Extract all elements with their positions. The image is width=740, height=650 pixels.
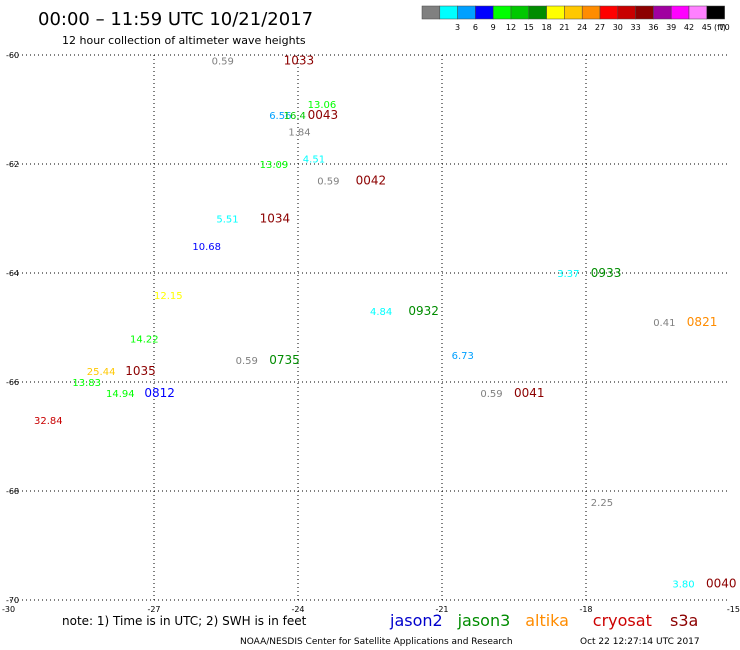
legend-tick-label: 3 xyxy=(455,23,460,32)
longitude-tick-label: -30 xyxy=(2,605,15,614)
satellite-name: s3a xyxy=(670,611,698,630)
pass-time-label: 1035 xyxy=(125,364,156,378)
wave-height-value: 4.51 xyxy=(303,155,325,166)
pass-time-label: 0043 xyxy=(308,108,339,122)
legend-tick-label: 9 xyxy=(491,23,496,32)
map-grid xyxy=(10,54,730,601)
pass-time-label: 0821 xyxy=(687,315,718,329)
legend-swatch xyxy=(635,5,654,20)
wave-height-value: 5.51 xyxy=(216,215,238,226)
latitude-tick-label: -60 xyxy=(6,51,19,60)
pass-time-label: 1034 xyxy=(260,212,291,226)
pass-time-label: 0933 xyxy=(591,266,622,280)
legend-swatch xyxy=(546,5,565,20)
pass-time-label: 0932 xyxy=(408,304,439,318)
page-title: 00:00 – 11:59 UTC 10/21/2017 xyxy=(38,9,313,30)
footer-note: note: 1) Time is in UTC; 2) SWH is in fe… xyxy=(62,614,307,628)
legend-swatch xyxy=(599,5,619,20)
legend-tick-label: 30 xyxy=(613,23,623,32)
legend-swatch xyxy=(617,5,636,20)
wave-height-value: 14.94 xyxy=(106,389,135,400)
legend-tick-label: 6 xyxy=(473,23,478,32)
legend-tick-label: 70 xyxy=(720,23,730,32)
wave-height-value: 0.59 xyxy=(236,356,258,367)
latitude-tick-label: -70 xyxy=(6,596,19,605)
legend-swatch xyxy=(421,5,441,20)
legend-tick-label: 24 xyxy=(577,23,587,32)
wave-height-value: 0.59 xyxy=(212,56,234,67)
wave-height-value: 4.84 xyxy=(370,307,392,318)
wave-height-value: 25.44 xyxy=(87,367,116,378)
legend-tick-label: 33 xyxy=(631,23,641,32)
satellite-legend: jason2 jason3 altika cryosat s3a xyxy=(389,611,698,630)
pass-time-label: 0042 xyxy=(356,173,387,187)
longitude-tick-label: -15 xyxy=(727,605,740,614)
satellite-name: cryosat xyxy=(593,611,652,630)
wave-height-value: 0.59 xyxy=(317,176,339,187)
legend-tick-label: 15 xyxy=(524,23,534,32)
footer-credit: NOAA/NESDIS Center for Satellite Applica… xyxy=(240,637,513,647)
legend-swatch xyxy=(510,5,530,20)
legend-tick-label: 12 xyxy=(506,23,516,32)
legend-tick-label: 18 xyxy=(542,23,552,32)
legend-swatch xyxy=(528,5,547,20)
legend-swatch xyxy=(581,5,601,20)
page-subtitle: 12 hour collection of altimeter wave hei… xyxy=(62,34,306,47)
legend-tick-label: 39 xyxy=(666,23,676,32)
legend-swatch xyxy=(457,5,476,20)
legend-unit: (ft) xyxy=(714,23,726,32)
wave-height-value: 6.56 xyxy=(269,111,291,122)
pass-time-label: 0040 xyxy=(706,577,737,591)
pass-time-label: 1033 xyxy=(284,53,315,67)
satellite-name: jason2 xyxy=(389,611,443,630)
legend-swatch xyxy=(670,5,690,20)
longitude-tick-labels: -30 -27 -24 -21 -18 -15 xyxy=(2,605,740,614)
wave-height-value: 0.41 xyxy=(653,318,675,329)
legend-swatch xyxy=(475,5,494,20)
legend-tick-label: 45 xyxy=(702,23,712,32)
legend-tick-label: 36 xyxy=(648,23,658,32)
pass-time-label: 0812 xyxy=(144,386,175,400)
legend-swatch xyxy=(706,5,725,20)
latitude-tick-label: -62 xyxy=(6,160,19,169)
legend-tick-label: 42 xyxy=(684,23,694,32)
wave-height-value: 1.84 xyxy=(288,127,310,138)
wave-height-value: 13.83 xyxy=(72,378,101,389)
legend-swatch xyxy=(564,5,583,20)
wave-height-value: 6.73 xyxy=(452,351,474,362)
wave-height-value: 16.4 xyxy=(284,111,306,122)
wave-height-value: 12.15 xyxy=(154,291,183,302)
wave-height-value: 3.37 xyxy=(557,269,579,280)
longitude-tick-label: -27 xyxy=(147,605,160,614)
wave-height-value: 0.59 xyxy=(480,389,502,400)
legend-swatch xyxy=(688,5,708,20)
satellite-name: jason3 xyxy=(457,611,511,630)
latitude-tick-label: -66 xyxy=(6,378,19,387)
footer-timestamp: Oct 22 12:27:14 UTC 2017 xyxy=(580,637,700,647)
longitude-tick-label: -24 xyxy=(291,605,304,614)
legend-swatch xyxy=(492,5,512,20)
satellite-name: altika xyxy=(525,611,569,630)
wave-height-value: 13.09 xyxy=(260,160,289,171)
wave-height-value: 10.68 xyxy=(192,242,221,253)
longitude-tick-label: -21 xyxy=(435,605,448,614)
legend-swatch xyxy=(439,5,458,20)
wave-height-value: 32.84 xyxy=(34,416,63,427)
longitude-tick-label: -18 xyxy=(579,605,592,614)
wave-height-value: 3.80 xyxy=(672,580,694,591)
color-legend: 3 6 9 12 15 18 21 24 27 30 33 36 39 42 45 70 xyxy=(421,5,730,32)
latitude-tick-labels: -60 -62 -64 -66 -68 -70 xyxy=(6,51,19,605)
pass-time-label: 0735 xyxy=(269,353,300,367)
wave-height-value: 13.06 xyxy=(308,100,337,111)
latitude-tick-label: -68 xyxy=(6,487,19,496)
legend-tick-label: 27 xyxy=(595,23,605,32)
wave-height-value: 2.25 xyxy=(591,498,613,509)
legend-swatch xyxy=(653,5,672,20)
latitude-tick-label: -64 xyxy=(6,269,19,278)
legend-tick-label: 21 xyxy=(559,23,569,32)
wave-height-value: 14.22 xyxy=(130,334,159,345)
pass-time-label: 0041 xyxy=(514,386,545,400)
